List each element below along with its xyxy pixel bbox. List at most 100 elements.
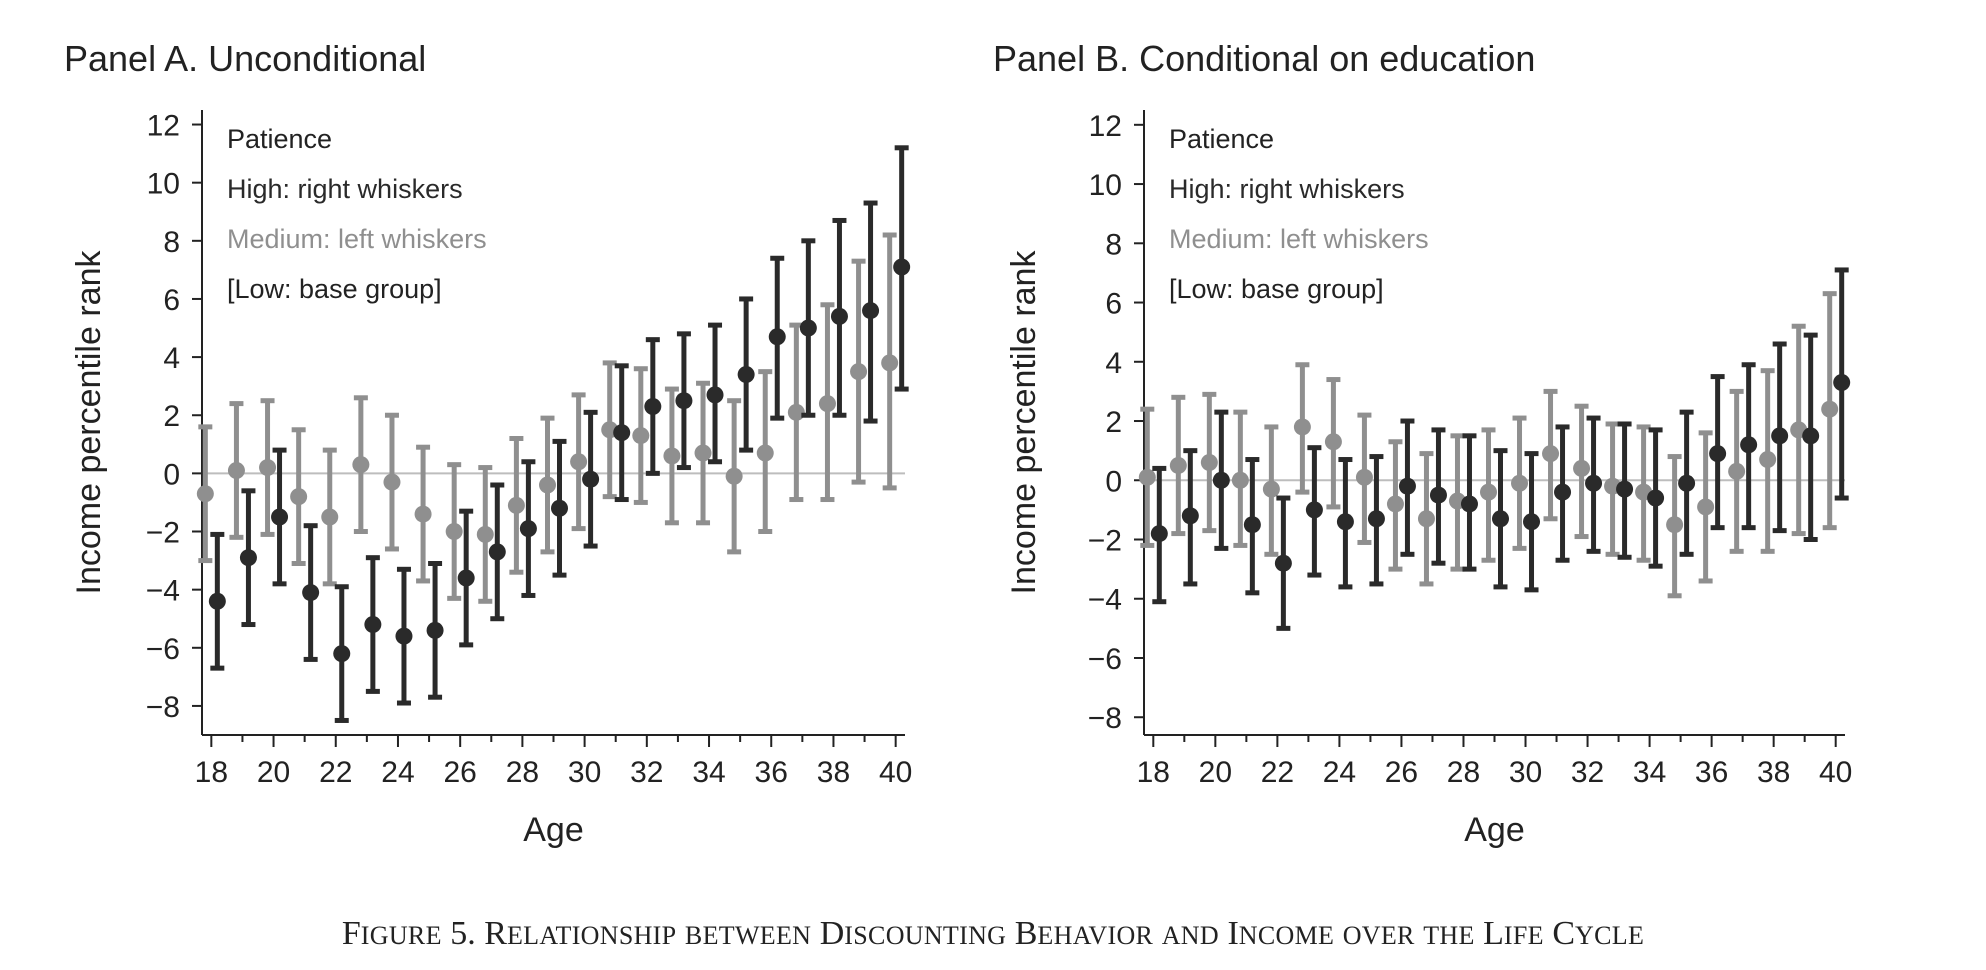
panel-b-medium-point [1759, 451, 1777, 469]
panel-b-chart: Panel B. Conditional on education Income … [993, 38, 1852, 849]
panel-a-medium-point [227, 461, 245, 479]
panel-b-y-tick-label: −2 [1088, 525, 1122, 558]
panel-b-y-axis-label: Income percentile rank [1005, 250, 1043, 595]
panel-a-medium-point [414, 505, 432, 523]
panel-b-series-medium [1138, 291, 1839, 599]
panel-a-y-tick-label: 0 [163, 458, 180, 491]
panel-b-x-tick-label: 24 [1323, 756, 1356, 789]
panel-b-medium-point [1417, 510, 1435, 528]
panel-b-high-point [1771, 427, 1789, 445]
panel-b-high-point [1802, 427, 1820, 445]
panel-b-x-tick-label: 22 [1261, 756, 1294, 789]
panel-b-high-point [1740, 436, 1758, 454]
panel-a-x-tick-label: 36 [755, 756, 788, 789]
panel-a-medium-point [539, 476, 556, 494]
panel-a-high-point [768, 328, 786, 346]
panel-b-high-point [1150, 525, 1168, 543]
panel-b-legend: Patience High: right whiskers Medium: left… [1169, 124, 1429, 304]
panel-b-legend-entry: Medium: left whiskers [1169, 224, 1429, 254]
panel-a-high-point [675, 392, 693, 410]
panel-b-x-tick-label: 26 [1385, 756, 1418, 789]
panel-b-x-tick-label: 20 [1199, 756, 1232, 789]
panel-a-y-tick-label: 8 [163, 226, 180, 259]
panel-a-x-tick-label: 26 [443, 756, 476, 789]
panel-b-y-tick-label: 8 [1105, 228, 1122, 261]
panel-b-high-point [1647, 489, 1665, 507]
panel-a-medium-point [352, 456, 370, 474]
panel-b-y-tick-label: −8 [1088, 702, 1122, 735]
panel-b-x-tick-label: 32 [1571, 756, 1604, 789]
panel-a-x-tick-label: 22 [319, 756, 352, 789]
panel-b-y-tick-label: −4 [1088, 584, 1122, 617]
panel-b-high-point [1709, 445, 1727, 463]
panel-b-high-point [1678, 474, 1696, 492]
panel-a-medium-point [570, 453, 588, 471]
panel-b-high-point [1833, 374, 1851, 392]
panel-b-high-point [1243, 516, 1261, 534]
panel-a-high-point [302, 584, 320, 602]
panel-a-high-point [737, 366, 755, 384]
panel-a-y-axis-label: Income percentile rank [70, 250, 108, 595]
panel-b-high-point [1585, 474, 1603, 492]
panel-a-high-point [613, 424, 631, 442]
panel-b-legend-entry: [Low: base group] [1169, 274, 1384, 304]
panel-b-medium-point [1262, 480, 1280, 498]
panel-b-medium-point [1355, 468, 1373, 486]
panel-a-medium-point [694, 444, 712, 462]
panel-b-x-axis-label: Age [1464, 811, 1525, 849]
panel-b-medium-point [1169, 456, 1187, 474]
panel-a-y-tick-label: −8 [146, 691, 180, 724]
panel-a-medium-point [787, 403, 805, 421]
panel-b-high-point [1305, 501, 1323, 519]
panel-a-y-tick-label: 12 [147, 110, 180, 143]
panel-a-title: Panel A. Unconditional [64, 38, 426, 79]
panel-a-legend-title: Patience [227, 124, 332, 154]
panel-a-medium-point [725, 467, 743, 485]
panel-a-x-tick-label: 30 [568, 756, 601, 789]
panel-a-high-point [799, 319, 817, 337]
panel-a-high-point [893, 258, 911, 276]
panel-a-high-point [830, 307, 848, 325]
panel-b-medium-point [1324, 433, 1342, 451]
panel-b-medium-point [1728, 462, 1746, 480]
panel-a-legend: Patience High: right whiskers Medium: left… [227, 124, 487, 304]
panel-a-y-tick-label: 6 [163, 284, 180, 317]
panel-a-high-point [395, 627, 413, 645]
panel-a-high-point [239, 549, 257, 567]
panel-a-medium-point [383, 473, 401, 491]
panel-b-medium-point [1666, 516, 1684, 534]
panel-b-y-tick-label: −6 [1088, 643, 1122, 676]
panel-b-high-point [1523, 513, 1541, 531]
panel-a-y-tick-label: 4 [163, 342, 180, 375]
panel-a-x-tick-label: 28 [506, 756, 539, 789]
panel-a-high-point [333, 645, 351, 663]
panel-b-high-point [1492, 510, 1509, 528]
panel-b-title: Panel B. Conditional on education [993, 38, 1535, 79]
panel-a-series-high [208, 145, 911, 723]
panel-a-x-axis-label: Age [523, 811, 584, 849]
panel-a-x-tick-label: 38 [817, 756, 850, 789]
panel-b-y-tick-label: 12 [1089, 110, 1122, 143]
panel-b-legend-title: Patience [1169, 124, 1274, 154]
panel-a-y-tick-label: 2 [163, 400, 180, 433]
caption-text: FIGURE 5. RELATIONSHIP BETWEEN DISCOUNTI… [341, 915, 1645, 952]
panel-a-high-point [644, 398, 662, 416]
panel-a-high-point [706, 386, 724, 404]
panel-b-high-point [1398, 477, 1416, 495]
panel-b-medium-point [1386, 495, 1404, 513]
panel-a-high-point [426, 621, 444, 639]
panel-a-y-tick-label: 10 [147, 168, 180, 201]
panel-a-x-tick-label: 34 [692, 756, 725, 789]
panel-a-series-medium [196, 232, 899, 604]
panel-b-x-tick-label: 34 [1633, 756, 1666, 789]
panel-b-high-point [1181, 507, 1199, 525]
panel-b-x-tick-label: 38 [1757, 756, 1790, 789]
panel-a-medium-point [818, 395, 836, 413]
panel-a-high-point [519, 520, 537, 538]
panel-a-legend-entry: High: right whiskers [227, 174, 463, 204]
panel-a-y-tick-label: −2 [146, 517, 180, 550]
panel-a-medium-point [321, 508, 339, 526]
panel-b-y-tick-label: 4 [1105, 347, 1122, 380]
panel-a-medium-point [663, 447, 681, 465]
panel-b-x-tick-label: 40 [1819, 756, 1852, 789]
